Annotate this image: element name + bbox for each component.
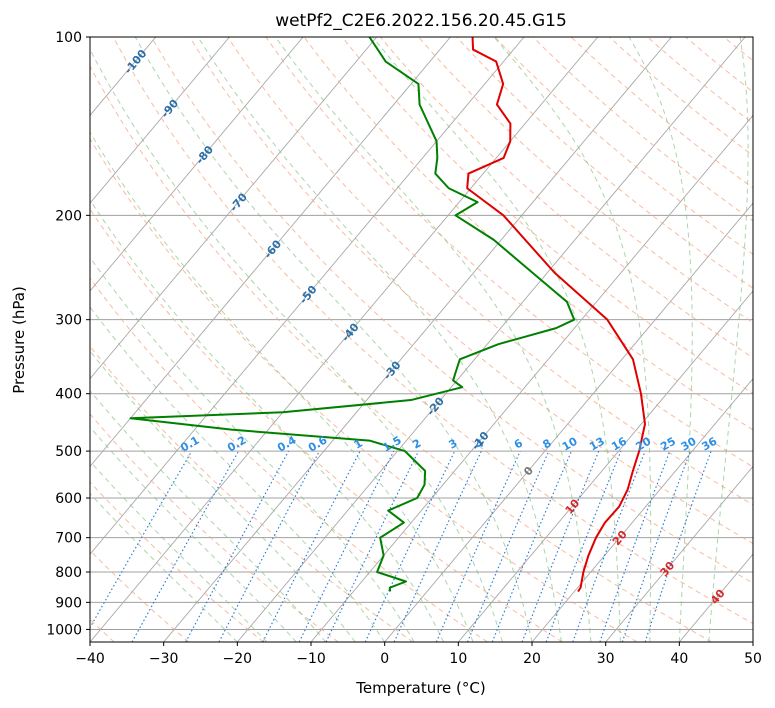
x-tick-label: −10 <box>296 651 326 667</box>
y-tick-label: 500 <box>55 444 82 460</box>
y-tick-label: 700 <box>55 531 82 547</box>
y-tick-label: 300 <box>55 313 82 329</box>
x-tick-label: −40 <box>75 651 105 667</box>
y-axis-label: Pressure (hPa) <box>10 286 28 394</box>
x-tick-label: 40 <box>670 651 688 667</box>
y-tick-label: 800 <box>55 565 82 581</box>
x-tick-label: −20 <box>223 651 253 667</box>
y-tick-label: 1000 <box>46 622 82 638</box>
figure-background <box>0 0 775 708</box>
skewt-chart: wetPf2_C2E6.2022.156.20.45.G15 0.1 0.2 0.4… <box>0 0 775 708</box>
y-tick-label: 100 <box>55 30 82 46</box>
x-tick-label: −30 <box>149 651 179 667</box>
y-tick-label: 200 <box>55 208 82 224</box>
y-tick-label: 900 <box>55 595 82 611</box>
x-tick-label: 50 <box>744 651 762 667</box>
x-axis-label: Temperature (°C) <box>355 679 485 697</box>
x-tick-label: 10 <box>449 651 467 667</box>
x-tick-label: 30 <box>597 651 615 667</box>
x-tick-label: 0 <box>380 651 389 667</box>
chart-title: wetPf2_C2E6.2022.156.20.45.G15 <box>275 11 567 31</box>
y-tick-label: 400 <box>55 387 82 403</box>
y-tick-label: 600 <box>55 491 82 507</box>
x-tick-label: 20 <box>523 651 541 667</box>
